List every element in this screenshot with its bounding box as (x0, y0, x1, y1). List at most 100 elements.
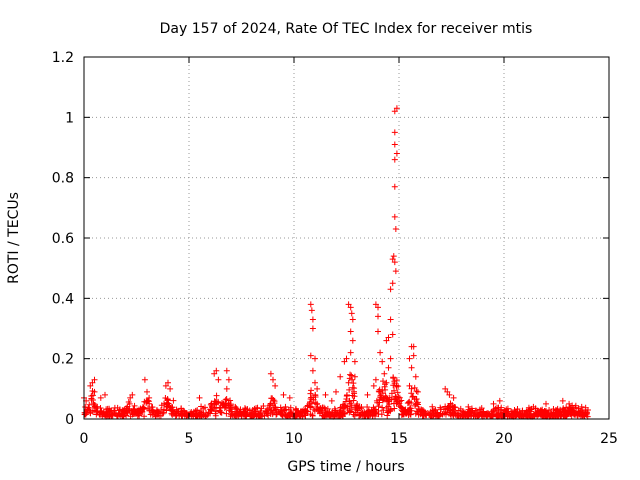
data-point (501, 410, 508, 417)
data-point (389, 331, 396, 338)
data-point (391, 396, 398, 403)
data-point (511, 406, 518, 413)
data-point (493, 413, 500, 420)
data-point (346, 409, 353, 416)
y-tick-label: 0.2 (52, 352, 74, 368)
data-point (406, 382, 413, 389)
data-point (379, 378, 386, 385)
data-point (410, 393, 417, 400)
data-point (554, 405, 561, 412)
data-point (347, 408, 354, 415)
data-point (167, 385, 174, 392)
data-point (390, 253, 397, 260)
data-point (104, 412, 111, 419)
data-point (349, 316, 356, 323)
x-axis-label: GPS time / hours (287, 459, 404, 475)
y-axis-label: ROTI / TECUs (6, 192, 22, 284)
data-point (127, 413, 134, 420)
data-point (351, 393, 358, 400)
data-point (377, 349, 384, 356)
data-point (405, 412, 412, 419)
data-point (312, 379, 318, 386)
data-point (292, 406, 299, 413)
data-point (385, 364, 392, 371)
data-point (543, 400, 549, 407)
data-points (81, 105, 591, 420)
data-point (377, 394, 384, 401)
data-point (406, 406, 413, 413)
data-point (413, 388, 420, 395)
data-point (253, 405, 260, 412)
data-point (348, 310, 355, 317)
data-point (123, 405, 130, 412)
data-point (213, 367, 220, 374)
data-point (393, 150, 400, 157)
data-point (387, 316, 394, 323)
data-point (121, 408, 128, 415)
data-point (293, 407, 300, 414)
data-point (127, 394, 134, 401)
data-point (347, 328, 354, 335)
data-point (198, 411, 205, 418)
data-point (498, 404, 505, 411)
data-point (419, 407, 426, 414)
data-point (345, 301, 352, 308)
data-point (396, 394, 403, 401)
data-point (376, 399, 383, 406)
data-point (585, 406, 591, 413)
data-point (319, 404, 326, 411)
plot-frame (83, 56, 610, 420)
data-point (450, 404, 457, 411)
data-point (391, 259, 398, 266)
data-point (270, 396, 277, 403)
data-point (333, 388, 339, 395)
data-point (112, 409, 119, 416)
data-point (444, 388, 451, 395)
data-point (144, 388, 150, 395)
y-tick-label: 0.6 (52, 231, 74, 247)
data-point (391, 156, 398, 163)
data-point (410, 352, 417, 359)
data-point (524, 412, 531, 419)
data-point (170, 408, 177, 415)
data-point (383, 337, 390, 344)
data-point (144, 405, 151, 412)
data-point (271, 407, 278, 414)
data-point (337, 373, 344, 380)
data-point (307, 352, 314, 359)
data-point (125, 399, 132, 406)
data-point (89, 408, 96, 415)
data-point (455, 412, 462, 419)
data-point (476, 406, 483, 413)
data-point (132, 408, 139, 415)
chart-title: Day 157 of 2024, Rate Of TEC Index for r… (160, 21, 533, 37)
y-tick-label: 1 (65, 110, 74, 126)
data-point (381, 370, 388, 377)
data-point (164, 397, 171, 404)
data-point (232, 413, 239, 420)
data-point (208, 407, 215, 414)
data-point (391, 183, 398, 190)
data-point (406, 398, 413, 405)
data-point (267, 370, 274, 377)
data-point (384, 412, 391, 419)
data-point (309, 367, 316, 374)
data-point (347, 304, 354, 311)
data-point (263, 410, 270, 417)
data-point (349, 337, 356, 344)
data-point (345, 379, 352, 386)
data-point (237, 406, 244, 413)
data-point (90, 400, 97, 407)
y-axis-ticks: 0 0.2 0.4 0.6 0.8 1 1.2 (52, 50, 609, 428)
data-point (450, 394, 457, 401)
data-point (91, 388, 98, 395)
data-point (449, 403, 456, 410)
data-point (106, 407, 113, 414)
data-point (216, 407, 223, 414)
data-point (129, 391, 136, 398)
data-point (575, 409, 582, 416)
data-point (97, 394, 104, 401)
y-tick-label: 0 (65, 412, 74, 428)
data-point (145, 397, 152, 404)
data-point (165, 379, 171, 386)
